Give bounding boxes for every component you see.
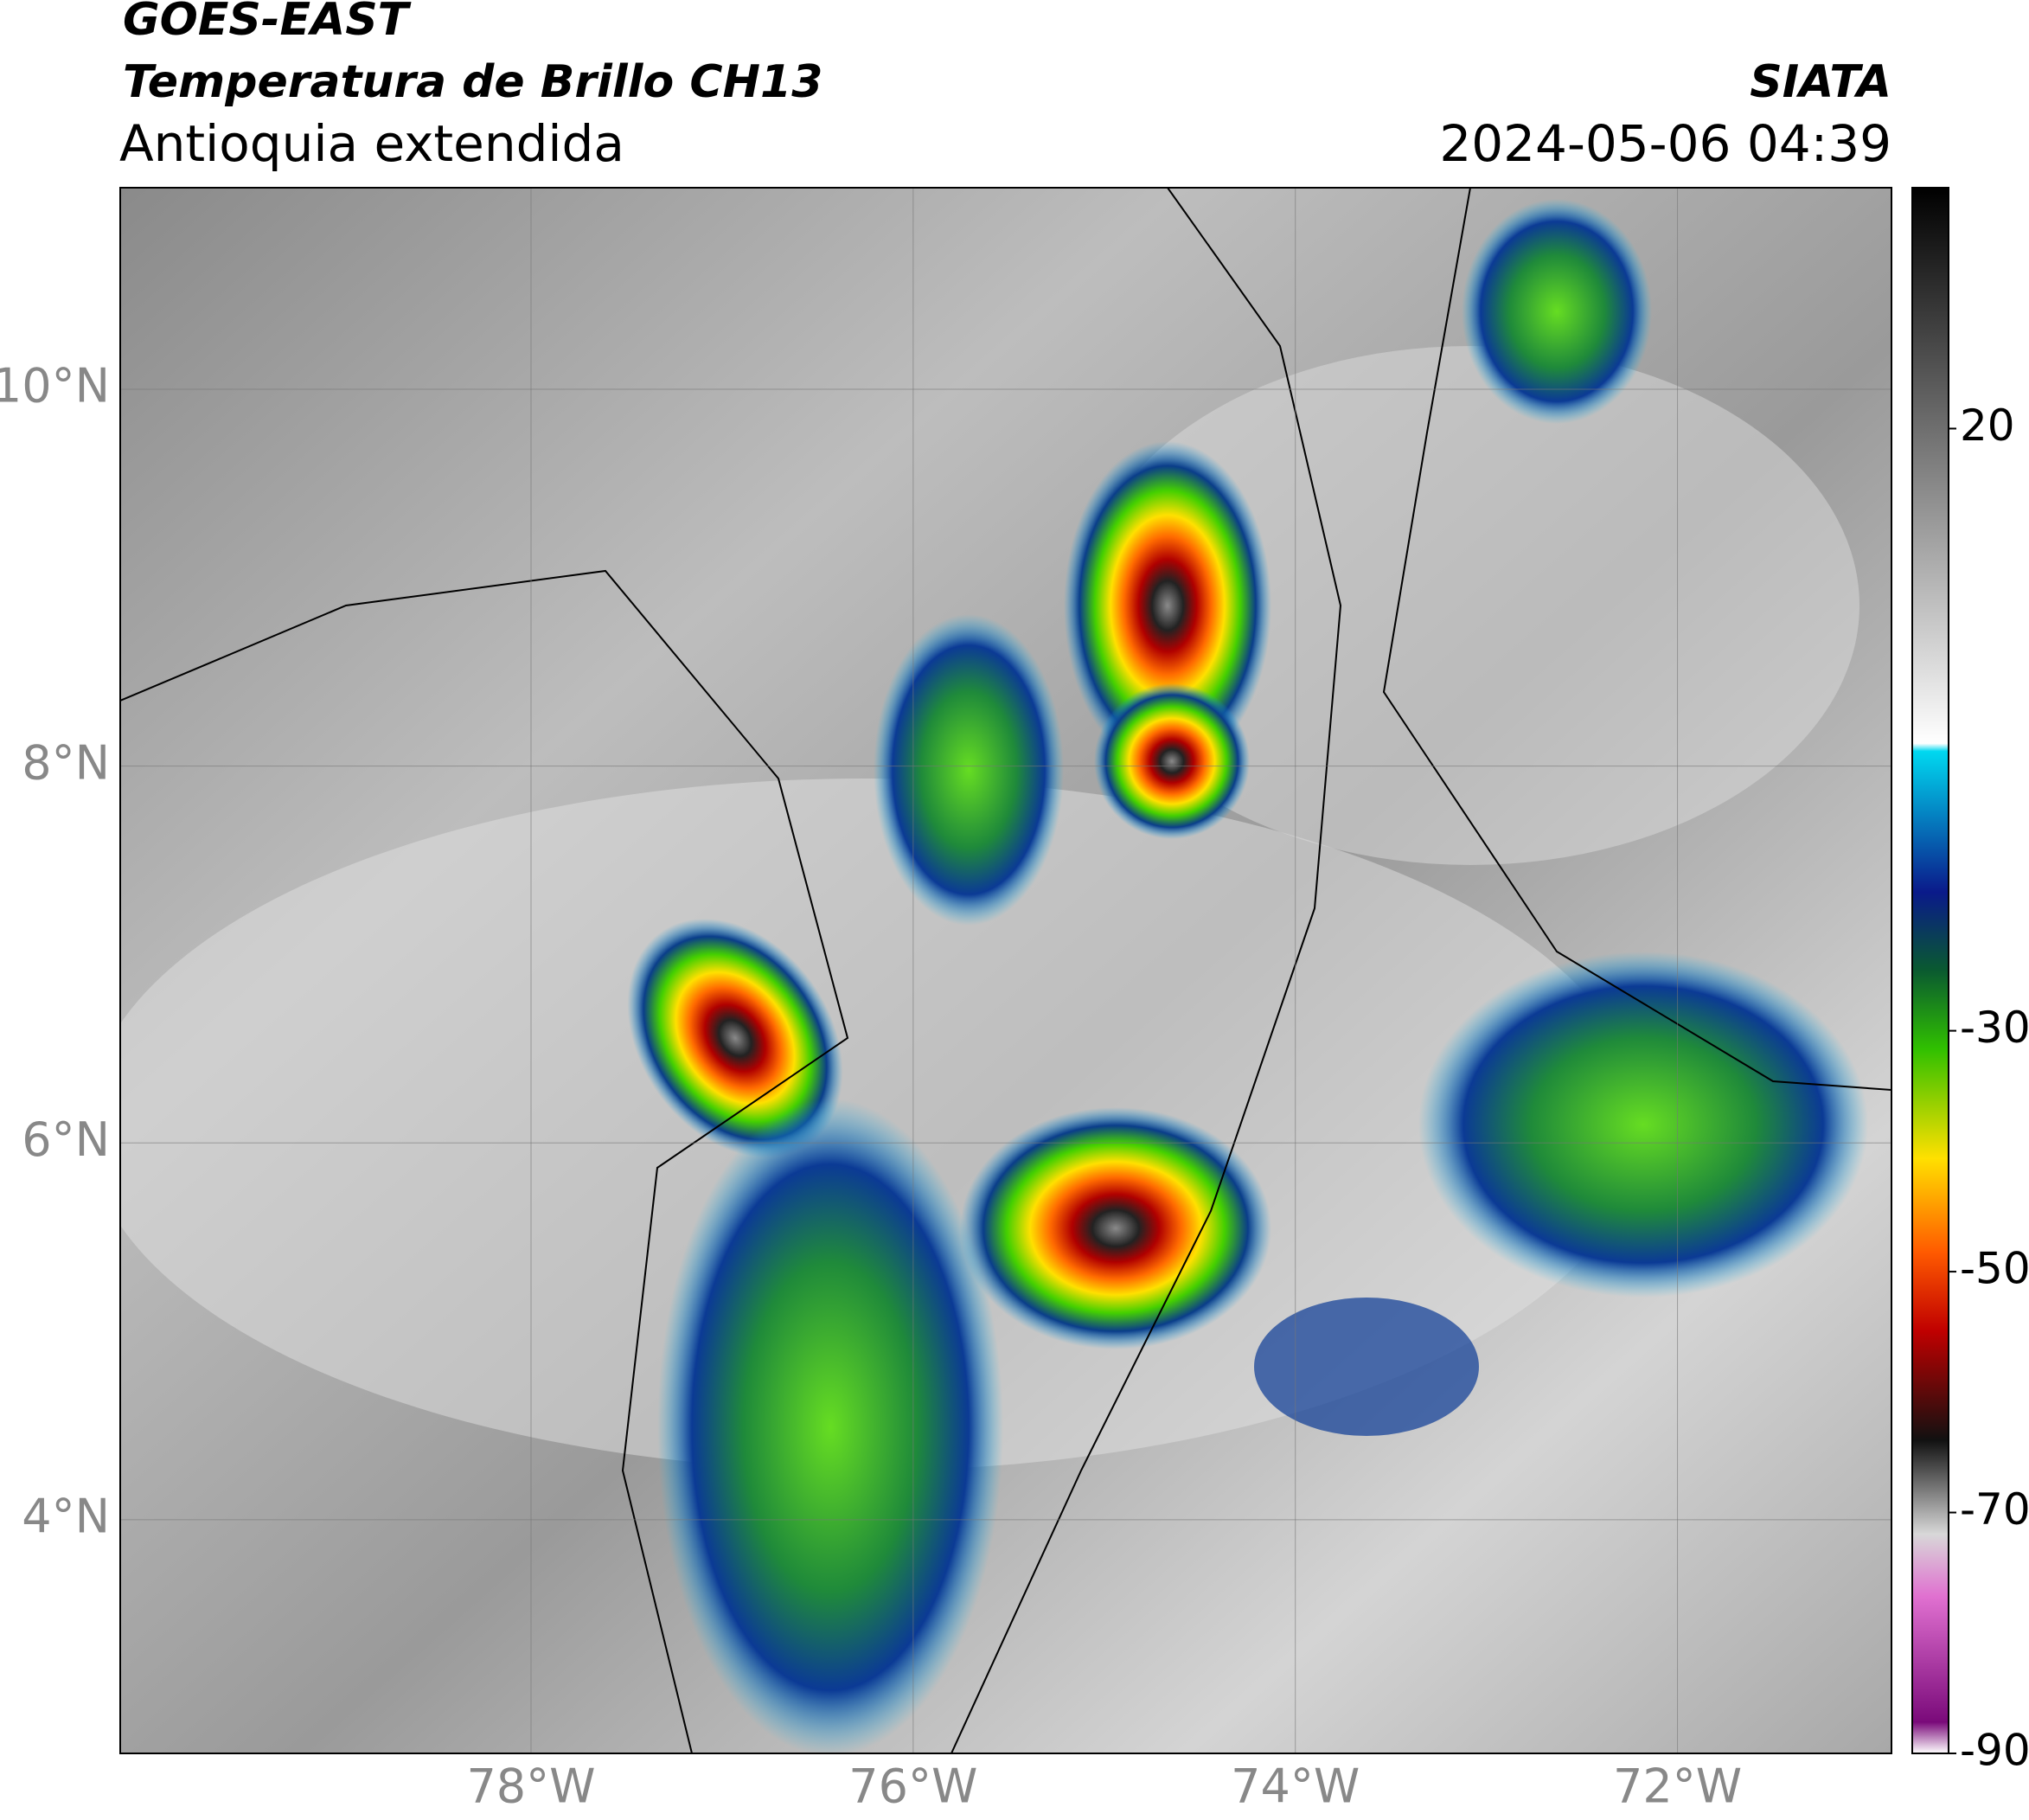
product: Temperatura de Brillo CH13	[123, 56, 822, 108]
storm	[1064, 441, 1271, 770]
lat-tick-label: 6°N	[22, 1112, 110, 1167]
lat-tick-label: 4°N	[22, 1490, 110, 1544]
border	[950, 188, 1342, 1753]
source: SIATA	[1750, 56, 1891, 108]
lon-tick-label: 78°W	[466, 1759, 595, 1814]
storm	[1254, 1298, 1479, 1436]
lon-tick-label: 74°W	[1231, 1759, 1360, 1814]
colorbar-tick-label: -90	[1960, 1726, 2029, 1776]
cloud	[1081, 346, 1859, 865]
storm	[1462, 199, 1652, 424]
lat-tick-label: 8°N	[22, 735, 110, 790]
storm	[657, 1099, 1003, 1753]
colorbar-tick-label: -50	[1960, 1244, 2029, 1294]
storm	[960, 1107, 1271, 1349]
colorbar-tick-label: -70	[1960, 1484, 2029, 1535]
map-frame	[119, 187, 1892, 1754]
border	[1382, 188, 1891, 1091]
lon-tick-label: 76°W	[848, 1759, 977, 1814]
datetime: 2024-05-06 04:39	[1439, 114, 1891, 173]
storm	[1418, 952, 1868, 1298]
satellite-image	[120, 188, 1891, 1753]
colorbar-tick-label: -30	[1960, 1003, 2029, 1053]
satellite: GOES-EAST	[123, 0, 412, 46]
lat-tick-label: 10°N	[0, 359, 110, 413]
coastline	[120, 569, 849, 1753]
lon-tick-label: 72°W	[1613, 1759, 1742, 1814]
grid	[120, 188, 1891, 1753]
storm	[874, 614, 1064, 926]
storm	[1094, 683, 1250, 839]
colorbar-tick-label: 20	[1960, 401, 2015, 451]
storm	[627, 918, 843, 1158]
region: Antioquia extendida	[119, 114, 624, 173]
colorbar	[1911, 187, 1949, 1754]
